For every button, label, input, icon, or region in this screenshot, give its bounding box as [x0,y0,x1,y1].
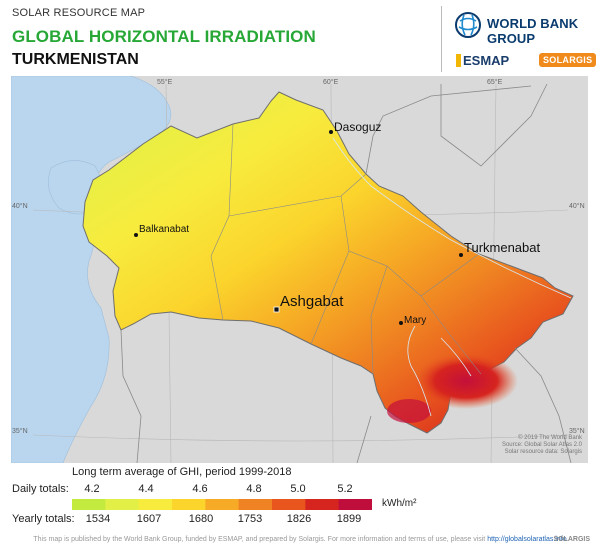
province-boundaries [210,123,482,375]
city-mary: Mary [399,315,426,326]
yearly-tick: 1680 [188,513,214,525]
footer-logo: SOLARGIS [553,536,590,543]
country-name: TURKMENISTAN [12,51,139,68]
daily-tick: 4.6 [192,483,208,495]
legend-unit: kWh/m² [382,498,417,509]
rivers [332,137,572,417]
lat-label-40-left: 40°N [12,202,28,210]
graticule-labels: 55°E 60°E 65°E 40°N 35°N 40°N 35°N [12,78,585,435]
legend-swatch [105,499,140,510]
legend-swatch [138,499,173,510]
esmap-logo-text: ESMAP [463,53,510,68]
hot-zone-south [387,399,431,423]
city-label-mary: Mary [404,315,426,326]
yearly-tick: 1607 [136,513,162,525]
credit-line-1: © 2019 The World Bank [518,434,583,441]
legend-yearly-label: Yearly totals: [12,513,75,525]
legend-swatch [272,499,306,510]
neighbour-borders [120,83,572,463]
cities: Dasoguz Balkanabat Turkmenabat Ashgabat … [134,120,540,326]
legend-daily-label: Daily totals: [12,483,69,495]
footer-text: This map is published by the World Bank … [33,536,486,543]
legend-swatch [305,499,340,510]
city-label-ashgabat: Ashgabat [280,293,344,310]
esmap-logo: ESMAP [456,53,509,68]
footer-link[interactable]: http://globalsolaratlas.info [487,536,567,543]
legend-swatch [238,499,273,510]
credit-line-2: Source: Global Solar Atlas 2.0 [502,442,583,448]
solargis-logo: SOLARGIS [539,53,597,67]
lon-label-65: 65°E [487,78,503,86]
legend-swatch [172,499,206,510]
lat-label-35-right: 35°N [569,427,585,435]
daily-tick: 4.8 [246,483,262,495]
city-ashgabat: Ashgabat [273,293,344,313]
supertitle: SOLAR RESOURCE MAP [12,7,146,19]
legend: Long term average of GHI, period 1999-20… [0,463,600,558]
map-credits: © 2019 The World Bank Source: Global Sol… [502,434,583,455]
legend-swatch [72,499,106,510]
legend-swatch [205,499,240,510]
ghi-map: 55°E 60°E 65°E 40°N 35°N 40°N 35°N Dasog… [11,76,588,463]
city-label-balkanabat: Balkanabat [139,224,189,235]
city-turkmenabat: Turkmenabat [459,240,540,257]
map-header: SOLAR RESOURCE MAP GLOBAL HORIZONTAL IRR… [0,0,600,76]
daily-tick: 4.2 [84,483,100,495]
yearly-tick: 1826 [286,513,312,525]
daily-tick: 5.2 [337,483,353,495]
lat-label-40-right: 40°N [569,202,585,210]
city-balkanabat: Balkanabat [134,224,189,237]
legend-color-bar [72,499,372,510]
yearly-tick: 1534 [85,513,111,525]
legend-title: Long term average of GHI, period 1999-20… [72,466,292,478]
hot-zone [414,353,518,409]
legend-swatch [338,499,372,510]
esmap-mark-icon [456,54,461,67]
lat-label-35-left: 35°N [12,427,28,435]
footer: This map is published by the World Bank … [0,536,600,543]
daily-tick: 4.4 [138,483,154,495]
world-bank-globe-icon [455,12,481,38]
lon-label-60: 60°E [323,78,339,86]
yearly-tick: 1899 [336,513,362,525]
credit-line-3: Solar resource data: Solargis [505,449,582,455]
map-title: GLOBAL HORIZONTAL IRRADIATION [12,27,316,46]
lon-label-55: 55°E [157,78,173,86]
daily-tick: 5.0 [290,483,306,495]
city-dasoguz: Dasoguz [329,120,381,134]
header-divider [441,6,442,72]
world-bank-logo: WORLD BANK GROUP [487,16,579,46]
yearly-tick: 1753 [237,513,263,525]
city-label-dasoguz: Dasoguz [334,120,381,134]
city-label-turkmenabat: Turkmenabat [464,240,540,255]
